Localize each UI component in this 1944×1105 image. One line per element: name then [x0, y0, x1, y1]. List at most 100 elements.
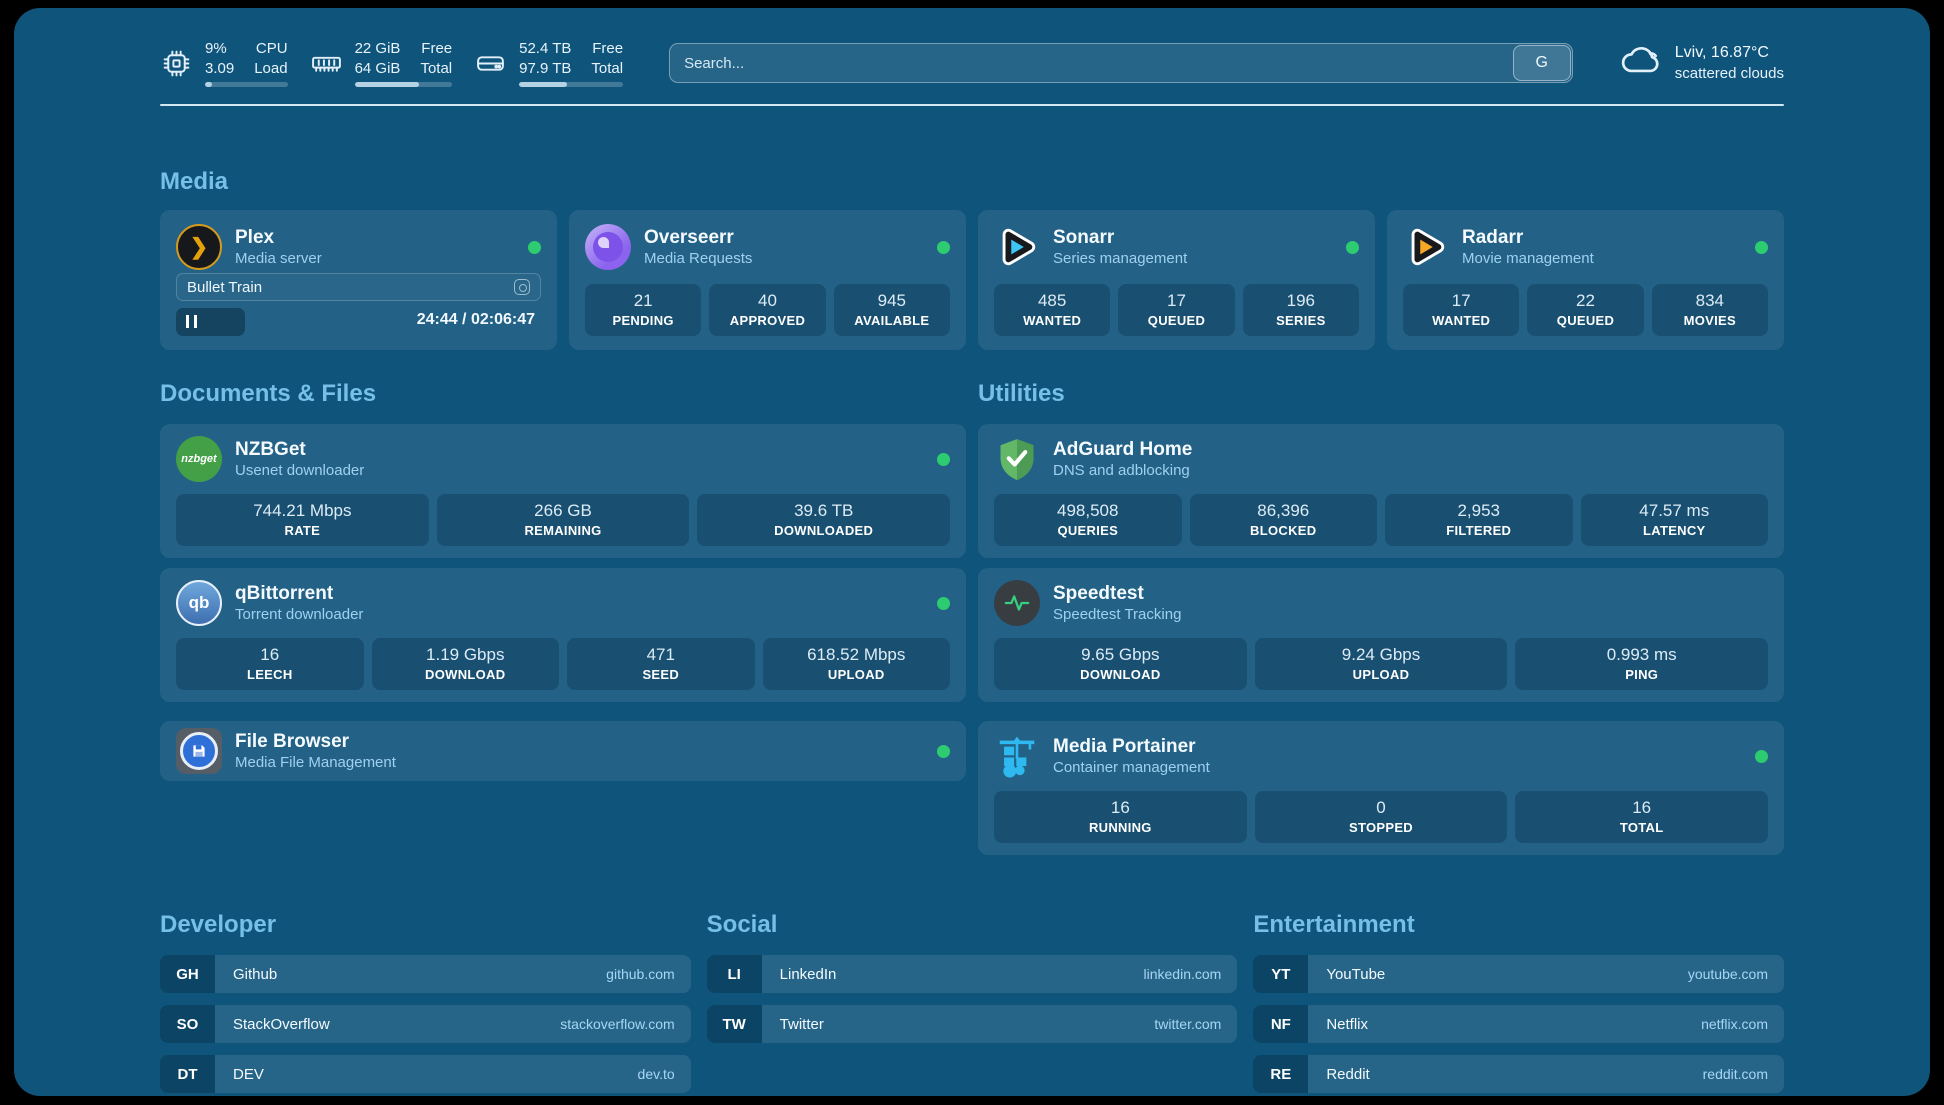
stat-box: 471 SEED	[567, 638, 755, 690]
sonarr-card[interactable]: Sonarr Series management 485 WANTED 17 QUE…	[978, 210, 1375, 350]
section-title-documents: Documents & Files	[160, 380, 377, 407]
sonarr-title: Sonarr	[1053, 226, 1115, 248]
bookmark-name: Reddit	[1326, 1065, 1370, 1083]
bookmark-linkedin[interactable]: LI LinkedIn linkedin.com	[706, 955, 1238, 993]
plex-icon: ❯	[176, 224, 222, 270]
bookmark-url: linkedin.com	[1143, 966, 1222, 982]
weather-location-temp: Lviv, 16.87°C	[1674, 43, 1769, 61]
nzbget-card[interactable]: nzbget NZBGet Usenet downloader 744.21 M…	[160, 424, 966, 558]
cpu-load: 3.09	[205, 59, 235, 77]
bookmark-url: dev.to	[637, 1066, 675, 1082]
overseerr-subtitle: Media Requests	[644, 249, 753, 267]
disk-label-1: Free	[592, 40, 624, 57]
plex-now-playing: Bullet Train	[176, 273, 541, 301]
overseerr-status-dot	[937, 240, 950, 254]
bookmark-url: reddit.com	[1702, 1066, 1768, 1082]
search-input[interactable]	[669, 43, 1573, 83]
speedtest-title: Speedtest	[1053, 582, 1144, 604]
bookmark-name: Netflix	[1326, 1015, 1369, 1033]
bookmark-url: twitter.com	[1154, 1016, 1222, 1032]
weather-widget: Lviv, 16.87°C scattered clouds	[1619, 43, 1784, 83]
stat-box: 22 QUEUED	[1527, 284, 1644, 336]
plex-card[interactable]: ❯ Plex Media server Bullet Train	[160, 210, 557, 350]
stat-box: 744.21 Mbps RATE	[176, 494, 429, 546]
header-divider	[160, 104, 1784, 106]
nzbget-subtitle: Usenet downloader	[235, 461, 365, 479]
radarr-title: Radarr	[1462, 226, 1524, 248]
stat-box: 618.52 Mbps UPLOAD	[762, 638, 950, 690]
bookmark-abbr: SO	[160, 1005, 215, 1043]
sonarr-status-dot	[1346, 240, 1359, 254]
cpu-stat: 9% 3.09 CPU Load	[160, 39, 288, 87]
section-title-developer: Developer	[160, 911, 277, 938]
filebrowser-subtitle: Media File Management	[235, 753, 396, 771]
bookmark-group-entertainment: Entertainment YT YouTube youtube.com NF N…	[1253, 911, 1784, 1105]
radarr-icon	[1403, 224, 1449, 270]
bookmark-group-social: Social LI LinkedIn linkedin.com TW Twitte…	[706, 911, 1238, 1105]
bookmark-url: stackoverflow.com	[560, 1016, 675, 1032]
bookmark-url: netflix.com	[1701, 1016, 1768, 1032]
filebrowser-status-dot	[937, 744, 950, 758]
adguard-subtitle: DNS and adblocking	[1053, 461, 1190, 479]
ram-progress	[354, 82, 453, 87]
filebrowser-card[interactable]: File Browser Media File Management	[160, 721, 966, 781]
stat-box: 16 RUNNING	[994, 791, 1247, 843]
qbittorrent-card[interactable]: qb qBittorrent Torrent downloader 16 LEEC…	[160, 568, 966, 702]
top-bar: 9% 3.09 CPU Load 22 GiB 64 GiB Free	[160, 34, 1784, 92]
speedtest-subtitle: Speedtest Tracking	[1053, 605, 1182, 623]
stat-box: 1.19 Gbps DOWNLOAD	[371, 638, 559, 690]
bookmark-abbr: LI	[706, 955, 762, 993]
plex-status-dot	[528, 240, 541, 254]
search-engine-button[interactable]: G	[1512, 45, 1571, 81]
stat-box: 47.57 ms LATENCY	[1580, 494, 1768, 546]
stat-box: 40 APPROVED	[709, 284, 826, 336]
filebrowser-title: File Browser	[235, 730, 350, 752]
bookmark-github[interactable]: GH Github github.com	[160, 955, 691, 993]
radarr-card[interactable]: Radarr Movie management 17 WANTED 22 QUEUE…	[1387, 210, 1784, 350]
disk-progress	[519, 82, 624, 87]
portainer-status-dot	[1755, 749, 1768, 763]
dashboard-panel: 9% 3.09 CPU Load 22 GiB 64 GiB Free	[14, 8, 1930, 1096]
pause-button[interactable]	[186, 315, 197, 328]
bookmark-netflix[interactable]: NF Netflix netflix.com	[1253, 1005, 1784, 1043]
speedtest-card[interactable]: Speedtest Speedtest Tracking 9.65 Gbps DO…	[978, 568, 1784, 702]
stat-box: 0.993 ms PING	[1515, 638, 1769, 690]
session-device-icon	[514, 279, 530, 295]
qbittorrent-title: qBittorrent	[235, 582, 334, 604]
section-title-social: Social	[706, 911, 778, 938]
section-title-media: Media	[160, 168, 229, 195]
bookmark-name: LinkedIn	[779, 965, 837, 983]
bookmark-name: Github	[233, 965, 278, 983]
stat-box: 16 TOTAL	[1515, 791, 1769, 843]
sonarr-icon	[994, 224, 1040, 270]
portainer-subtitle: Container management	[1053, 758, 1210, 776]
bookmark-dev[interactable]: DT DEV dev.to	[160, 1055, 691, 1093]
disk-total: 97.9 TB	[519, 59, 572, 77]
disk-free: 52.4 TB	[519, 40, 572, 57]
stat-box: 834 MOVIES	[1651, 284, 1768, 336]
stat-box: 9.65 Gbps DOWNLOAD	[994, 638, 1247, 690]
bookmark-abbr: NF	[1253, 1005, 1309, 1043]
section-title-entertainment: Entertainment	[1253, 911, 1415, 938]
bookmark-youtube[interactable]: YT YouTube youtube.com	[1253, 955, 1784, 993]
section-title-utilities: Utilities	[978, 380, 1065, 407]
stat-box: 9.24 Gbps UPLOAD	[1254, 638, 1508, 690]
radarr-subtitle: Movie management	[1462, 249, 1594, 267]
plex-title: Plex	[235, 226, 275, 248]
nzbget-icon: nzbget	[176, 436, 222, 482]
bookmark-reddit[interactable]: RE Reddit reddit.com	[1253, 1055, 1784, 1093]
bookmark-url: youtube.com	[1687, 966, 1768, 982]
playback-time: 24:44 / 02:06:47	[416, 311, 535, 328]
overseerr-card[interactable]: Overseerr Media Requests 21 PENDING 40 APP…	[569, 210, 966, 350]
disk-icon	[474, 47, 507, 80]
bookmark-stackoverflow[interactable]: SO StackOverflow stackoverflow.com	[160, 1005, 691, 1043]
stat-box: 0 STOPPED	[1254, 791, 1508, 843]
bookmark-abbr: TW	[706, 1005, 762, 1043]
speedtest-icon	[994, 580, 1040, 626]
bookmark-twitter[interactable]: TW Twitter twitter.com	[706, 1005, 1238, 1043]
overseerr-title: Overseerr	[644, 226, 734, 248]
adguard-title: AdGuard Home	[1053, 438, 1193, 460]
adguard-card[interactable]: AdGuard Home DNS and adblocking 498,508 Q…	[978, 424, 1784, 558]
bookmark-abbr: DT	[160, 1055, 215, 1093]
portainer-card[interactable]: Media Portainer Container management 16 R…	[978, 721, 1784, 855]
